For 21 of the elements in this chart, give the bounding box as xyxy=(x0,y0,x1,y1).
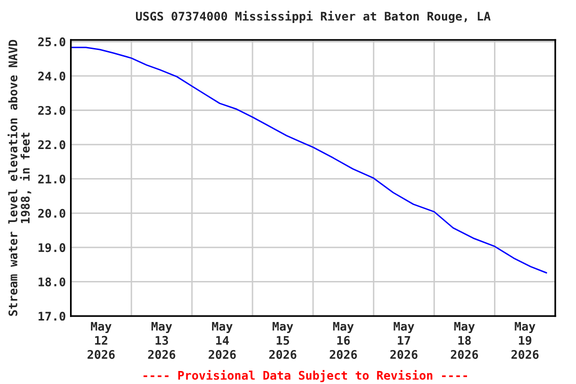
x-tick-label: May 15 2026 xyxy=(269,322,296,359)
y-tick-label: 19.0 xyxy=(38,243,66,252)
x-tick-label: May 17 2026 xyxy=(390,322,418,359)
line-series xyxy=(70,46,548,274)
y-tick-label: 20.0 xyxy=(38,208,66,218)
x-tick-label: May 19 2026 xyxy=(511,322,539,359)
y-tick-label: 18.0 xyxy=(38,277,66,286)
chart-title: USGS 07374000 Mississippi River at Baton Rouge, LA xyxy=(136,10,491,23)
y-tick-label: 21.0 xyxy=(38,174,66,184)
x-tick-label: May 14 2026 xyxy=(208,322,236,359)
x-tick-label: May 16 2026 xyxy=(330,322,357,359)
x-tick-label: May 13 2026 xyxy=(148,322,176,359)
y-tick-label: 17.0 xyxy=(38,312,66,321)
y-tick-label: 24.0 xyxy=(38,72,66,81)
text: ---- Provisional Data Subject to Revision ---- xyxy=(144,370,468,382)
x-tick-label: May 12 2026 xyxy=(88,322,115,359)
x-tick-label: May 18 2026 xyxy=(450,322,478,359)
y-tick-label: 22.0 xyxy=(38,140,66,150)
y-axis-title: Stream water level elevation above NAVD 1988, in feet xyxy=(8,40,32,316)
y-tick-label: 25.0 xyxy=(38,37,66,46)
y-tick-label: 23.0 xyxy=(38,106,66,115)
